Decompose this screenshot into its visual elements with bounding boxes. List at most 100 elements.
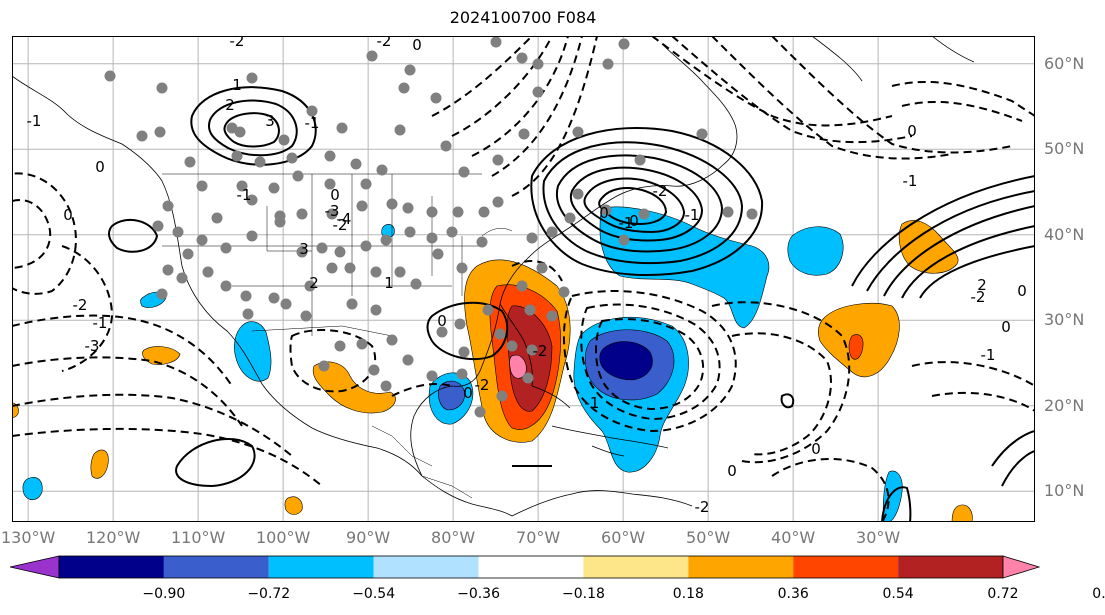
station-dot [696,128,708,140]
station-dot [324,178,336,190]
station-dot [280,298,292,310]
station-dot [220,280,232,292]
station-dot [274,216,286,228]
contour-value-label: 0 [1017,282,1027,300]
station-dot [344,262,356,274]
station-dot [522,372,534,384]
station-dot [440,140,452,152]
station-dot [526,232,538,244]
colorbar-tick-label: 0.90 [1092,586,1105,602]
contour-value-label: 0 [727,462,737,480]
station-dot [234,126,246,138]
colorbar-segment [163,556,269,578]
station-dot [152,220,164,232]
station-dot [634,154,646,166]
station-dot [490,36,502,48]
contour-value-label: 0 [63,206,73,224]
colorbar-min-arrow [10,555,60,579]
colorbar-segment [373,556,479,578]
station-dot [386,334,398,346]
station-dot [278,134,290,146]
contour-value-label: 1 [232,76,242,94]
contour-value-label: 1 [384,274,394,292]
station-dot [394,266,406,278]
station-dot [286,152,298,164]
contour-value-label: -4 [337,210,352,228]
station-dot [506,340,518,352]
station-dot [432,248,444,260]
colorbar-segment [478,556,584,578]
longitude-label: 120°W [85,528,141,547]
station-dot [618,234,630,246]
station-dot [600,204,612,216]
station-dot [162,264,174,276]
contour-lines [12,36,1035,522]
contour-value-label: 0 [907,122,917,140]
station-dot [292,170,304,182]
contour-value-label: 0 [437,312,447,330]
station-dot [452,206,464,218]
latitude-label: 60°N [1044,53,1085,73]
contour-value-label: -1 [237,186,252,204]
station-dot [386,198,398,210]
station-dot [426,206,438,218]
station-dot [176,272,188,284]
colorbar-tick-label: −0.72 [247,586,291,602]
longitude-label: 50°W [686,528,731,547]
latitude-label: 30°N [1044,310,1085,330]
colorbar-max-arrow [1002,555,1040,579]
station-dot [494,328,506,340]
station-dot [196,234,208,246]
contour-value-label: -2 [533,342,548,360]
station-dot [172,226,184,238]
colorbar-segment [583,556,689,578]
contour-value-label: -2 [377,36,392,50]
colorbar-tick-label: −0.90 [142,586,186,602]
station-dot [306,105,318,117]
station-dot [246,194,258,206]
station-dot [104,70,116,82]
station-dot [296,246,308,258]
station-dot [482,304,494,316]
station-dot [478,206,490,218]
station-dot [558,286,570,298]
contour-value-label: -2 [333,216,348,234]
station-dot [268,182,280,194]
cold-shading [438,380,465,411]
contour-value-label: -1 [619,214,634,232]
station-dot [380,234,392,246]
station-dot [182,248,194,260]
colorbar-segment [898,556,1003,578]
station-dot [136,130,148,142]
station-dot [564,212,576,224]
station-dot [326,208,338,220]
warm-shading [142,346,181,365]
contour-value-label: 2 [977,276,987,294]
longitude-label: 100°W [255,528,311,547]
station-dot [516,280,528,292]
contour-value-label: 0 [412,36,422,54]
warm-shading [284,496,303,515]
station-dot [410,278,422,290]
colorbar-segment [793,556,899,578]
station-dot [316,242,328,254]
contour-value-label: -1 [27,112,42,130]
station-dot [326,262,338,274]
station-dot [546,310,558,322]
station-dot [456,262,468,274]
station-dot [156,82,168,94]
station-dot [496,390,508,402]
station-dot [430,92,442,104]
station-dot [370,266,382,278]
station-dot [366,50,378,62]
warm-shading [951,504,973,522]
station-dot [426,232,438,244]
station-dot [516,52,528,64]
station-dot [246,230,258,242]
contour-value-label: 0 [629,212,639,230]
colorbar-tick-label: 0.54 [882,586,914,602]
station-dot [296,208,308,220]
colorbar-segment [268,556,374,578]
